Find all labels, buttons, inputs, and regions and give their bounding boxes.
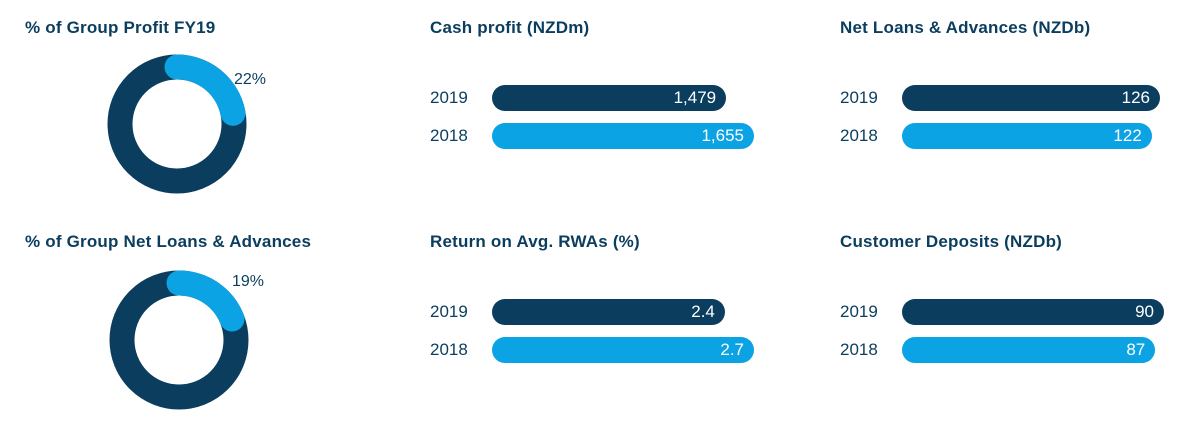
year-label: 2019	[430, 88, 468, 107]
group-loans-percent-label: 19%	[232, 273, 265, 290]
chart-title: Cash profit (NZDm)	[430, 18, 590, 37]
bar-value-label: 2.4	[691, 302, 715, 321]
cash-profit-panel: Cash profit (NZDm) 2019 1,479 2018 1,655	[430, 18, 770, 158]
donut-slice-highlight	[164, 54, 246, 126]
group-loans-donut	[109, 270, 249, 410]
chart-title: Return on Avg. RWAs (%)	[430, 232, 640, 251]
bar-value-label: 1,655	[701, 126, 744, 145]
bar: 2.7	[492, 337, 754, 363]
bar-value-label: 87	[1126, 340, 1146, 359]
bar: 87	[902, 337, 1156, 363]
chart-title: % of Group Net Loans & Advances	[25, 232, 312, 251]
year-label: 2019	[840, 302, 878, 321]
year-label: 2018	[840, 126, 878, 145]
chart-title: Net Loans & Advances (NZDb)	[840, 18, 1091, 37]
chart-title: % of Group Profit FY19	[25, 18, 216, 37]
year-label: 2018	[430, 126, 468, 145]
customer-deposits-panel: Customer Deposits (NZDb) 2019 90 2018 87	[840, 232, 1180, 372]
bar: 1,655	[492, 123, 754, 149]
net-loans-panel: Net Loans & Advances (NZDb) 2019 126 2018 1…	[840, 18, 1180, 158]
bar: 126	[902, 85, 1160, 111]
bar-value-label: 90	[1135, 302, 1154, 321]
year-label: 2018	[840, 340, 878, 359]
group-profit-donut	[107, 54, 247, 194]
year-label: 2019	[840, 88, 878, 107]
bar: 90	[902, 299, 1164, 325]
bar: 2.4	[492, 299, 725, 325]
year-label: 2019	[430, 302, 468, 321]
bar-value-label: 1,479	[673, 88, 717, 107]
return-rwa-panel: Return on Avg. RWAs (%) 2019 2.4 2018 2.7	[430, 232, 770, 372]
group-profit-percent-label: 22%	[234, 71, 267, 88]
bar-value-label: 122	[1113, 126, 1142, 145]
chart-title: Customer Deposits (NZDb)	[840, 232, 1063, 251]
donut-slice-highlight	[166, 270, 245, 332]
bar: 1,479	[492, 85, 727, 111]
bar-value-label: 126	[1121, 88, 1150, 107]
bar: 122	[902, 123, 1152, 149]
bar-value-label: 2.7	[720, 340, 744, 359]
year-label: 2018	[430, 340, 468, 359]
